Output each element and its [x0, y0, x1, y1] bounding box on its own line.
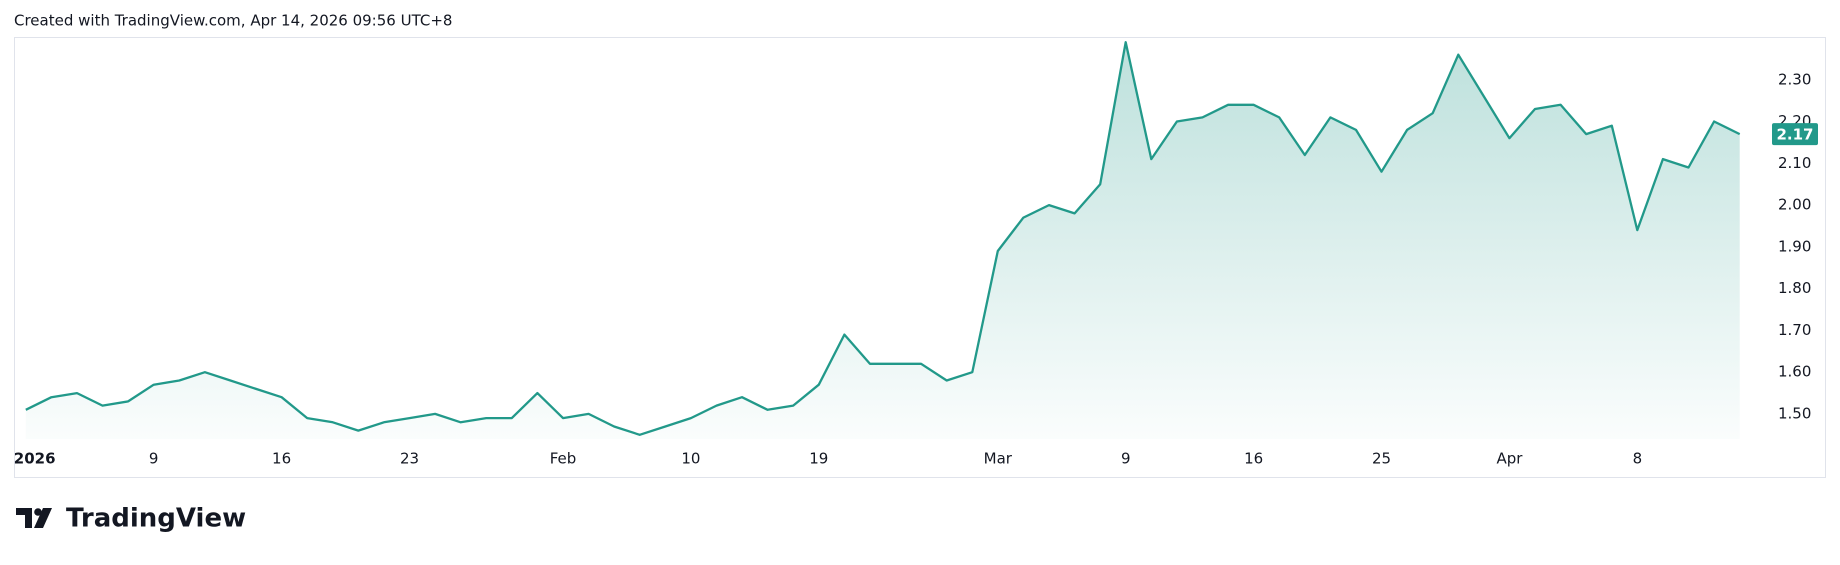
x-tick-label: 23	[400, 450, 419, 468]
y-tick-label: 2.30	[1778, 70, 1811, 88]
header-text: Created with TradingView.com, Apr 14, 20…	[14, 12, 452, 30]
brand-name: TradingView	[66, 504, 246, 534]
x-tick-label: Apr	[1496, 450, 1523, 468]
x-tick-label: 10	[681, 450, 700, 468]
x-tick-label: Feb	[550, 450, 577, 468]
x-tick-label: Mar	[984, 450, 1013, 468]
area-fill	[25, 42, 1740, 439]
x-tick-label: 19	[809, 450, 828, 468]
y-tick-label: 1.80	[1778, 279, 1811, 297]
last-price-tag	[1772, 123, 1818, 146]
x-tick-label: 25	[1372, 450, 1391, 468]
last-price-label: 2.17	[1776, 126, 1813, 144]
x-tick-label: 16	[1244, 450, 1263, 468]
x-tick-label: 2026	[14, 450, 56, 468]
y-tick-label: 1.70	[1778, 321, 1811, 339]
y-tick-label: 2.00	[1778, 196, 1811, 214]
x-tick-label: 9	[1121, 450, 1131, 468]
y-tick-label: 1.90	[1778, 237, 1811, 255]
x-tick-label: 16	[272, 450, 291, 468]
chart-frame	[14, 37, 1826, 478]
price-line	[25, 41, 1741, 436]
x-tick-label: 9	[149, 450, 159, 468]
brand-logo	[16, 508, 52, 528]
y-tick-label: 1.50	[1778, 404, 1811, 422]
x-tick-label: 8	[1633, 450, 1643, 468]
plot: 1.501.601.701.801.902.002.102.202.302026…	[14, 41, 1818, 468]
y-tick-label: 2.10	[1778, 154, 1811, 172]
y-tick-label: 1.60	[1778, 363, 1811, 381]
